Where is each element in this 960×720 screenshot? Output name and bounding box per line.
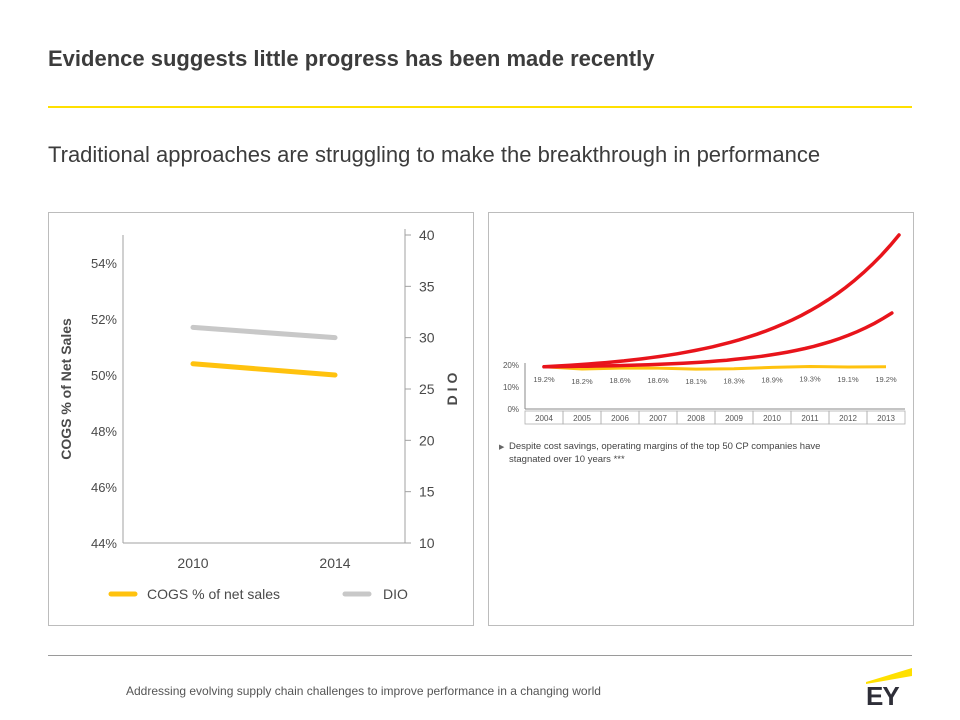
data-label: 19.1% (837, 375, 859, 384)
data-label: 18.9% (761, 375, 783, 384)
left-tick-label: 54% (91, 256, 117, 271)
ey-logo-beam (866, 668, 912, 684)
y-tick-label: 20% (503, 361, 519, 370)
y-tick-label: 0% (507, 405, 519, 414)
right-tick-label: 20 (419, 432, 435, 448)
category-label: 2005 (573, 414, 591, 423)
legend-dio-label: DIO (383, 586, 408, 602)
right-tick-label: 35 (419, 278, 435, 294)
right-tick-label: 40 (419, 227, 435, 243)
ey-logo: EY (866, 664, 912, 711)
operating-margin-chart: 0% 10% 20% 2004 2005 2006 2007 2008 2009 2010 2011… (499, 233, 906, 465)
data-label: 18.6% (609, 376, 631, 385)
data-label: 19.2% (875, 375, 897, 384)
data-label: 18.6% (647, 376, 669, 385)
page-subtitle: Traditional approaches are struggling to… (48, 142, 821, 167)
left-tick-label: 50% (91, 368, 117, 383)
left-tick-label: 46% (91, 480, 117, 495)
category-label: 2008 (687, 414, 705, 423)
data-label: 19.2% (533, 375, 555, 384)
data-label: 18.1% (685, 377, 707, 386)
operating-margin-chart-panel: 0% 10% 20% 2004 2005 2006 2007 2008 2009 2010 2011… (488, 212, 914, 626)
y-tick-label: 10% (503, 383, 519, 392)
right-tick-label: 30 (419, 330, 435, 346)
x-tick-label: 2014 (319, 555, 350, 571)
category-label: 2010 (763, 414, 781, 423)
margin-line (543, 365, 887, 371)
upper-red-curve (542, 233, 901, 369)
category-label: 2006 (611, 414, 629, 423)
dio-line (190, 324, 338, 341)
category-label: 2009 (725, 414, 743, 423)
category-label: 2004 (535, 414, 553, 423)
category-label: 2011 (801, 414, 819, 423)
category-label: 2013 (877, 414, 895, 423)
data-label: 18.3% (723, 377, 745, 386)
right-tick-label: 10 (419, 535, 435, 551)
data-label: 19.3% (799, 375, 821, 384)
left-tick-label: 44% (91, 536, 117, 551)
footer-divider (48, 655, 912, 656)
left-tick-label: 52% (91, 312, 117, 327)
lower-red-curve (542, 311, 894, 369)
note-bullet-icon: ▶ (499, 444, 505, 451)
note-line-1: Despite cost savings, operating margins … (509, 441, 820, 452)
title-divider (48, 106, 912, 108)
right-axis-title: D I O (444, 373, 460, 406)
category-label: 2012 (839, 414, 857, 423)
left-tick-label: 48% (91, 424, 117, 439)
x-tick-label: 2010 (177, 555, 208, 571)
right-tick-label: 25 (419, 381, 435, 397)
category-label: 2007 (649, 414, 667, 423)
legend-cogs-label: COGS % of net sales (147, 586, 280, 602)
cogs-dio-chart-panel: 44% 46% 48% 50% 52% 54% 10 15 20 25 30 35 40 2010 2014… (48, 212, 474, 626)
footer-text: Addressing evolving supply chain challen… (126, 684, 601, 698)
ey-logo-text: EY (866, 681, 900, 711)
cogs-line (190, 361, 338, 378)
data-label: 18.2% (571, 377, 593, 386)
cogs-dio-chart: 44% 46% 48% 50% 52% 54% 10 15 20 25 30 35 40 2010 2014… (58, 227, 460, 602)
note-line-2: stagnated over 10 years *** (509, 454, 625, 465)
right-tick-label: 15 (419, 484, 435, 500)
page-title: Evidence suggests little progress has be… (48, 46, 655, 71)
left-axis-title: COGS % of Net Sales (58, 318, 74, 460)
category-cell (866, 410, 906, 425)
